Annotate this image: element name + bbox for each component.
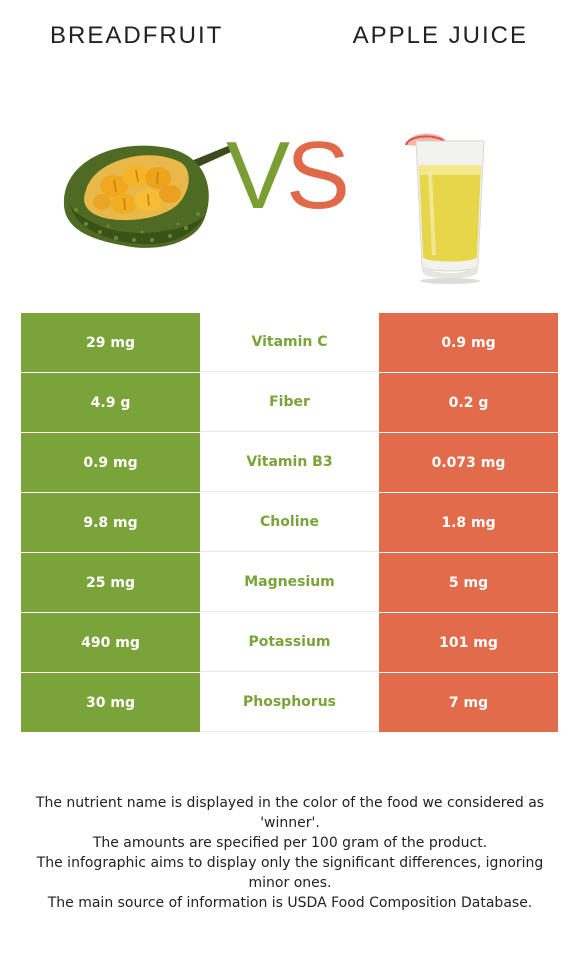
breadfruit-value: 29 mg (21, 313, 200, 372)
nutrient-name: Potassium (200, 613, 379, 672)
breadfruit-value: 9.8 mg (21, 493, 200, 552)
footnote-source: The main source of information is USDA F… (47, 895, 533, 911)
table-row: 29 mg Vitamin C 0.9 mg (21, 313, 558, 373)
right-food-title: APPLE JUICE (352, 22, 528, 49)
footnotes: The nutrient name is displayed in the co… (20, 793, 560, 913)
apple-juice-value: 5 mg (379, 553, 558, 612)
apple-juice-value: 7 mg (379, 673, 558, 732)
footnote-winner-color: The nutrient name is displayed in the co… (35, 795, 545, 831)
nutrient-name: Magnesium (200, 553, 379, 612)
left-food-title: BREADFRUIT (50, 22, 224, 49)
table-row: 25 mg Magnesium 5 mg (21, 553, 558, 613)
apple-juice-value: 0.9 mg (379, 313, 558, 372)
table-row: 490 mg Potassium 101 mg (21, 613, 558, 673)
breadfruit-image (63, 145, 231, 248)
apple-juice-value: 1.8 mg (379, 493, 558, 552)
breadfruit-value: 30 mg (21, 673, 200, 732)
vs-s: S (286, 122, 350, 229)
breadfruit-value: 25 mg (21, 553, 200, 612)
apple-juice-image (405, 133, 485, 284)
footnote-significance: The infographic aims to display only the… (36, 855, 544, 891)
vs-v: V (226, 122, 290, 229)
nutrient-name: Phosphorus (200, 673, 379, 732)
breadfruit-value: 0.9 mg (21, 433, 200, 492)
table-row: 4.9 g Fiber 0.2 g (21, 373, 558, 433)
table-row: 9.8 mg Choline 1.8 mg (21, 493, 558, 553)
nutrient-comparison-table: 29 mg Vitamin C 0.9 mg 4.9 g Fiber 0.2 g… (21, 313, 558, 733)
apple-juice-value: 0.073 mg (379, 433, 558, 492)
nutrient-name: Fiber (200, 373, 379, 432)
breadfruit-value: 490 mg (21, 613, 200, 672)
nutrient-name: Vitamin C (200, 313, 379, 372)
nutrient-name: Choline (200, 493, 379, 552)
apple-juice-value: 0.2 g (379, 373, 558, 432)
apple-juice-value: 101 mg (379, 613, 558, 672)
breadfruit-value: 4.9 g (21, 373, 200, 432)
footnote-amounts: The amounts are specified per 100 gram o… (92, 835, 488, 851)
nutrient-name: Vitamin B3 (200, 433, 379, 492)
table-row: 30 mg Phosphorus 7 mg (21, 673, 558, 733)
vs-label: VS (226, 128, 350, 224)
table-row: 0.9 mg Vitamin B3 0.073 mg (21, 433, 558, 493)
